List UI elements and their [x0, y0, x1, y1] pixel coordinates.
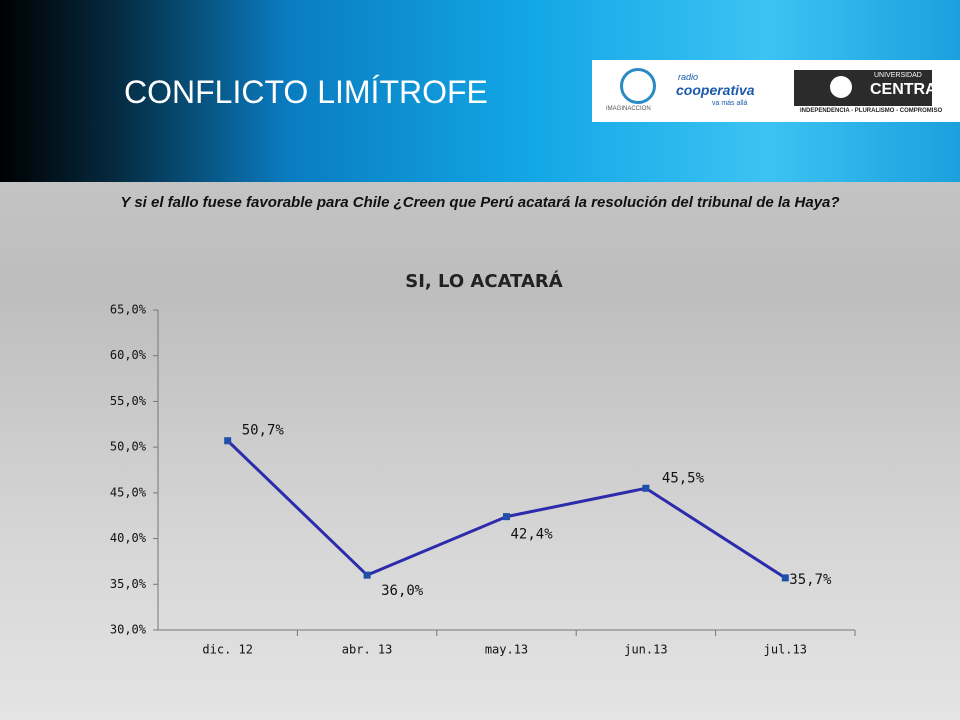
y-tick-label: 30,0% — [110, 623, 147, 637]
x-tick-label: jul.13 — [764, 643, 807, 657]
marker — [642, 484, 650, 492]
y-tick-label: 55,0% — [110, 394, 147, 408]
logo-icon — [830, 76, 852, 98]
slide-title: CONFLICTO LIMÍTROFE — [124, 74, 488, 110]
y-tick-label: 45,0% — [110, 485, 147, 499]
data-label: 45,5% — [662, 470, 705, 486]
y-tick-label: 60,0% — [110, 348, 147, 362]
line — [226, 439, 787, 580]
data-label: 42,4% — [511, 527, 554, 543]
y-tick-label: 50,0% — [110, 440, 147, 454]
logo-text: cooperativa — [676, 82, 755, 98]
x-tick-label: may.13 — [485, 643, 528, 657]
data-label: 35,7% — [789, 572, 832, 588]
logo-text: radio — [678, 72, 699, 82]
question: Y si el fallo fuese favorable para Chile… — [120, 194, 840, 211]
data-label: 36,0% — [381, 583, 424, 599]
y-tick-label: 65,0% — [110, 303, 147, 317]
logo-text: IMAGINACCION — [606, 106, 651, 112]
logo-icon — [620, 68, 656, 104]
marker — [503, 513, 510, 521]
y-tick-label: 40,0% — [110, 531, 147, 545]
logo-panel: IMAGINACCION radio cooperativa va más al… — [592, 60, 960, 122]
header-banner: CONFLICTO LIMÍTROFE IMAGINACCION radio c… — [0, 0, 960, 182]
logo-text: CENTRAL — [870, 81, 947, 98]
marker — [224, 437, 232, 445]
x-tick-label: jun.13 — [624, 643, 667, 657]
logo-text: UNIVERSIDAD — [874, 72, 922, 79]
x-tick-label: abr. 13 — [342, 643, 393, 657]
y-tick-label: 35,0% — [110, 577, 147, 591]
data-label: 50,7% — [242, 423, 285, 439]
chart-title: SI, LO ACATARÁ — [405, 270, 563, 292]
marker — [363, 571, 371, 579]
logo-text: INDEPENDENCIA - PLURALISMO - COMPROMISO — [800, 108, 943, 114]
logo-text: va más allá — [712, 100, 748, 107]
marker — [781, 574, 789, 582]
x-tick-label: dic. 12 — [202, 643, 253, 657]
logo-box — [794, 70, 932, 106]
